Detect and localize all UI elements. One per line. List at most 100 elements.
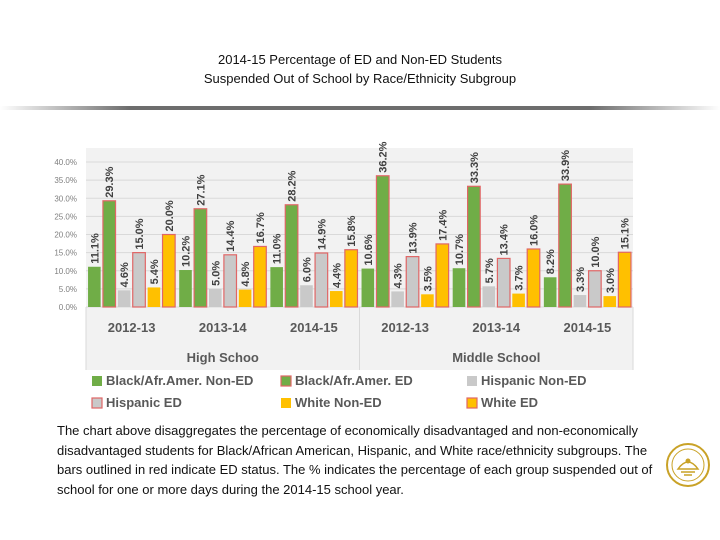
legend-label: Black/Afr.Amer. ED: [295, 373, 413, 388]
data-label: 3.7%: [514, 265, 526, 290]
legend-swatch: [91, 397, 103, 409]
data-label: 4.6%: [119, 262, 131, 287]
bar: [543, 277, 557, 307]
legend-swatch: [280, 375, 292, 387]
bar: [435, 243, 450, 308]
bar: [238, 289, 252, 307]
data-label: 10.2%: [181, 236, 193, 267]
y-tick-label: 40.0%: [54, 158, 77, 167]
bar: [179, 270, 192, 307]
legend-label: Hispanic ED: [106, 395, 182, 410]
data-label: 15.0%: [134, 218, 146, 249]
category-label: 2012-13: [381, 320, 429, 335]
bar: [375, 175, 390, 308]
bar: [496, 257, 511, 308]
bar: [314, 252, 329, 308]
bar: [270, 267, 283, 307]
legend-label: Hispanic Non-ED: [481, 373, 586, 388]
bar: [512, 293, 525, 307]
bar: [361, 268, 375, 307]
category-label: 2014-15: [290, 320, 338, 335]
data-label: 10.0%: [590, 236, 602, 267]
bar: [421, 294, 434, 307]
y-tick-label: 15.0%: [54, 249, 77, 258]
data-label: 5.4%: [149, 259, 161, 284]
bar: [452, 268, 466, 307]
data-label: 5.0%: [210, 261, 222, 286]
bar: [102, 200, 117, 308]
category-label: 2012-13: [108, 320, 156, 335]
category-label: 2014-15: [564, 320, 612, 335]
data-label: 6.0%: [301, 257, 313, 282]
legend-swatch: [467, 376, 477, 386]
data-label: 3.3%: [575, 267, 587, 292]
data-label: 33.9%: [560, 150, 572, 181]
bar: [482, 286, 496, 307]
bar: [223, 254, 238, 308]
bar: [147, 287, 161, 307]
legend-swatch: [92, 376, 102, 386]
bar: [405, 256, 420, 308]
legend-swatch: [466, 397, 478, 409]
bar: [344, 249, 359, 308]
bar: [117, 290, 131, 307]
district-seal-icon: [666, 443, 710, 487]
bar: [209, 288, 222, 307]
data-label: 16.7%: [255, 212, 267, 243]
legend-label: White ED: [481, 395, 538, 410]
chart-caption: The chart above disaggregates the percen…: [57, 423, 653, 497]
data-label: 5.7%: [484, 258, 496, 283]
bar: [467, 185, 481, 308]
data-label: 10.6%: [363, 234, 375, 265]
data-label: 20.0%: [164, 200, 176, 231]
bar: [161, 233, 176, 308]
data-label: 14.4%: [225, 220, 237, 251]
bar: [603, 296, 617, 307]
chart-title-line-1: 2014-15 Percentage of ED and Non-ED Stud…: [217, 52, 502, 67]
category-label: 2013-14: [472, 320, 520, 335]
bar: [617, 251, 632, 308]
title-divider: [0, 106, 720, 110]
data-label: 4.4%: [331, 263, 343, 288]
bar: [526, 248, 541, 308]
bar-chart: 0.0% 5.0% 10.0% 15.0% 20.0% 25.0% 30.0% 35.0% 40…: [54, 141, 634, 410]
legend-label: White Non-ED: [295, 395, 382, 410]
category-label: 2013-14: [199, 320, 247, 335]
y-tick-label: 35.0%: [54, 176, 77, 185]
data-label: 11.0%: [272, 233, 284, 264]
bar: [193, 208, 208, 308]
data-label: 4.3%: [393, 263, 405, 288]
data-label: 15.1%: [620, 218, 632, 249]
bar: [300, 285, 313, 307]
bar: [329, 291, 343, 307]
data-label: 13.4%: [499, 224, 511, 255]
data-label: 11.1%: [89, 233, 101, 264]
bar: [558, 183, 572, 308]
data-label: 27.1%: [195, 174, 207, 205]
data-label: 17.4%: [437, 210, 449, 241]
data-label: 13.9%: [408, 222, 420, 253]
data-label: 16.0%: [529, 215, 541, 246]
legend-label: Black/Afr.Amer. Non-ED: [106, 373, 253, 388]
chart-title: 2014-15 Percentage of ED and Non-ED Stud…: [0, 50, 720, 88]
data-label: 36.2%: [378, 141, 390, 172]
data-label: 29.3%: [104, 166, 116, 197]
y-tick-label: 0.0%: [59, 303, 77, 312]
bar: [132, 252, 146, 308]
legend-swatch: [281, 398, 291, 408]
y-tick-label: 30.0%: [54, 194, 77, 203]
chart-title-line-2: Suspended Out of School by Race/Ethnicit…: [203, 71, 517, 86]
y-tick-label: 5.0%: [59, 285, 77, 294]
data-label: 3.0%: [605, 268, 617, 293]
bar: [88, 266, 101, 307]
bar: [587, 270, 602, 308]
bar: [391, 291, 404, 307]
data-label: 15.8%: [346, 215, 358, 246]
y-tick-label: 20.0%: [54, 231, 77, 240]
data-label: 10.7%: [454, 234, 466, 265]
bar: [284, 204, 299, 308]
data-label: 33.3%: [469, 152, 481, 183]
bar: [253, 245, 267, 308]
data-label: 14.9%: [316, 219, 328, 250]
bar: [573, 295, 587, 307]
